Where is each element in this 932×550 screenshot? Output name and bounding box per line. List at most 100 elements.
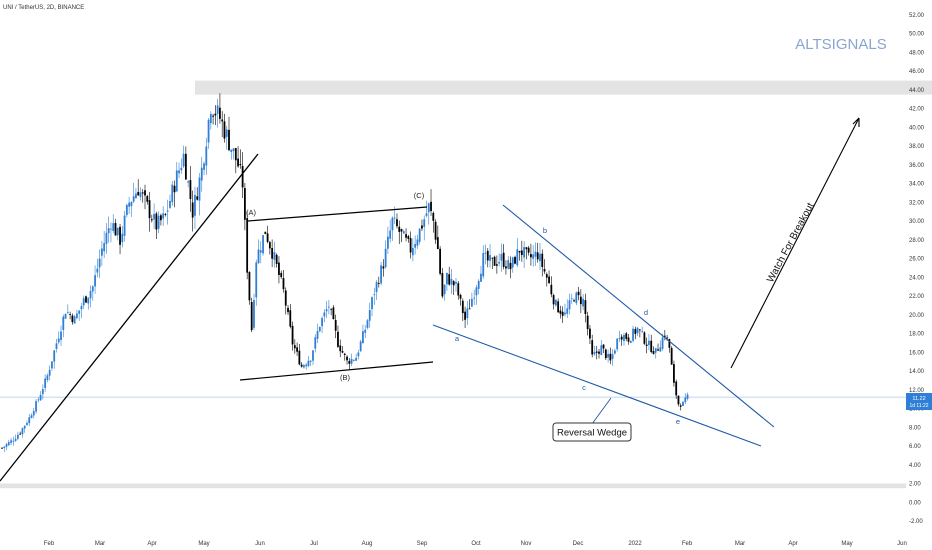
candle-body [132,196,135,202]
candle-body [384,248,387,268]
candle-body [409,238,412,253]
watermark: ALTSIGNALS [795,36,886,53]
candle-body [350,358,353,364]
candle-body [636,327,639,334]
candle-body [100,248,103,256]
candle-body [629,340,632,343]
candle-body [64,313,67,319]
label-point-c: c [582,383,586,392]
candle-body [575,292,578,304]
candle-body [96,268,99,273]
price-badge-value: 11.22 [912,396,925,402]
candle-body [348,360,351,364]
candle-body [327,306,330,308]
candle-body [321,318,323,327]
candle-body [169,200,171,208]
candle-body [3,446,6,448]
y-tick-label: 20.00 [909,313,925,319]
candle-body [405,234,407,238]
y-tick-label: 32.00 [909,200,925,206]
candle-body [448,274,451,285]
rising-trendline [0,153,259,482]
candle-body [255,262,258,298]
time-axis[interactable]: Feb Mar Apr May Jun Jul Aug Sep Oct Nov Dec 2022 Feb… [44,541,907,547]
candle-body [652,351,655,354]
candle-body [620,336,623,340]
x-tick-label: Apr [147,541,156,547]
y-tick-label: 34.00 [909,182,925,188]
symbol-header: UNI / TetherUS, 2D, BINANCE [3,5,84,11]
candle-body [393,217,396,219]
y-tick-label: 44.00 [909,88,925,94]
candle-body [527,247,530,253]
candle-body [293,345,296,349]
candle-body [359,341,362,352]
candle-body [530,254,532,258]
candle-body [121,233,124,243]
candle-body [627,337,630,342]
candle-body [330,308,333,310]
candle-body [586,315,589,330]
candle-body [337,331,339,347]
candle-body [657,349,659,351]
candle-body [76,313,78,319]
candle-body [164,214,167,215]
candle-body [589,328,591,339]
candle-body [411,247,414,256]
candle-body [679,405,682,407]
candle-body [78,310,81,314]
candle-body [591,340,594,355]
y-tick-label: 36.00 [909,163,925,169]
candle-body [532,254,535,259]
candle-body [625,333,628,339]
candle-body [450,278,453,285]
candle-body [212,115,215,117]
candle-body [466,308,469,319]
candle-body [139,192,142,198]
candle-body [259,250,262,253]
candle-body [116,227,119,236]
candle-body [153,214,155,220]
candle-body [284,290,287,306]
candle-body [559,310,562,314]
x-tick-label: Nov [521,541,532,547]
candle-body [155,213,158,230]
candle-body [534,251,537,257]
candle-body [137,191,140,196]
candle-body [14,438,17,441]
candle-body [541,253,544,268]
candle-body [73,316,76,324]
triangle-upper-line [247,206,428,222]
x-tick-label: Feb [682,541,693,547]
candle-body [387,236,389,249]
candle-body [382,266,385,269]
y-tick-label: 18.00 [909,332,925,338]
candle-body [141,192,144,194]
label-point-a: a [455,334,460,343]
candle-body [604,349,607,359]
candle-body [593,352,596,355]
candle-body [682,401,684,407]
candle-body [46,375,49,380]
candle-body [441,273,444,297]
candle-body [552,295,555,305]
x-tick-label: 2022 [628,541,642,547]
candle-body [243,188,246,220]
candle-body [461,300,464,314]
candle-body [271,248,274,259]
candle-body [250,302,253,331]
candle-body [87,297,90,304]
candle-body [318,326,321,332]
candle-body [214,113,217,116]
candle-body [446,272,448,285]
x-tick-label: Dec [573,541,584,547]
candle-body [200,167,203,181]
candle-body [128,202,131,207]
candle-body [239,164,242,166]
candle-body [602,344,605,349]
candle-body [666,337,669,339]
candle-body [645,344,648,346]
candle-body [237,158,239,167]
candle-body [316,331,319,339]
